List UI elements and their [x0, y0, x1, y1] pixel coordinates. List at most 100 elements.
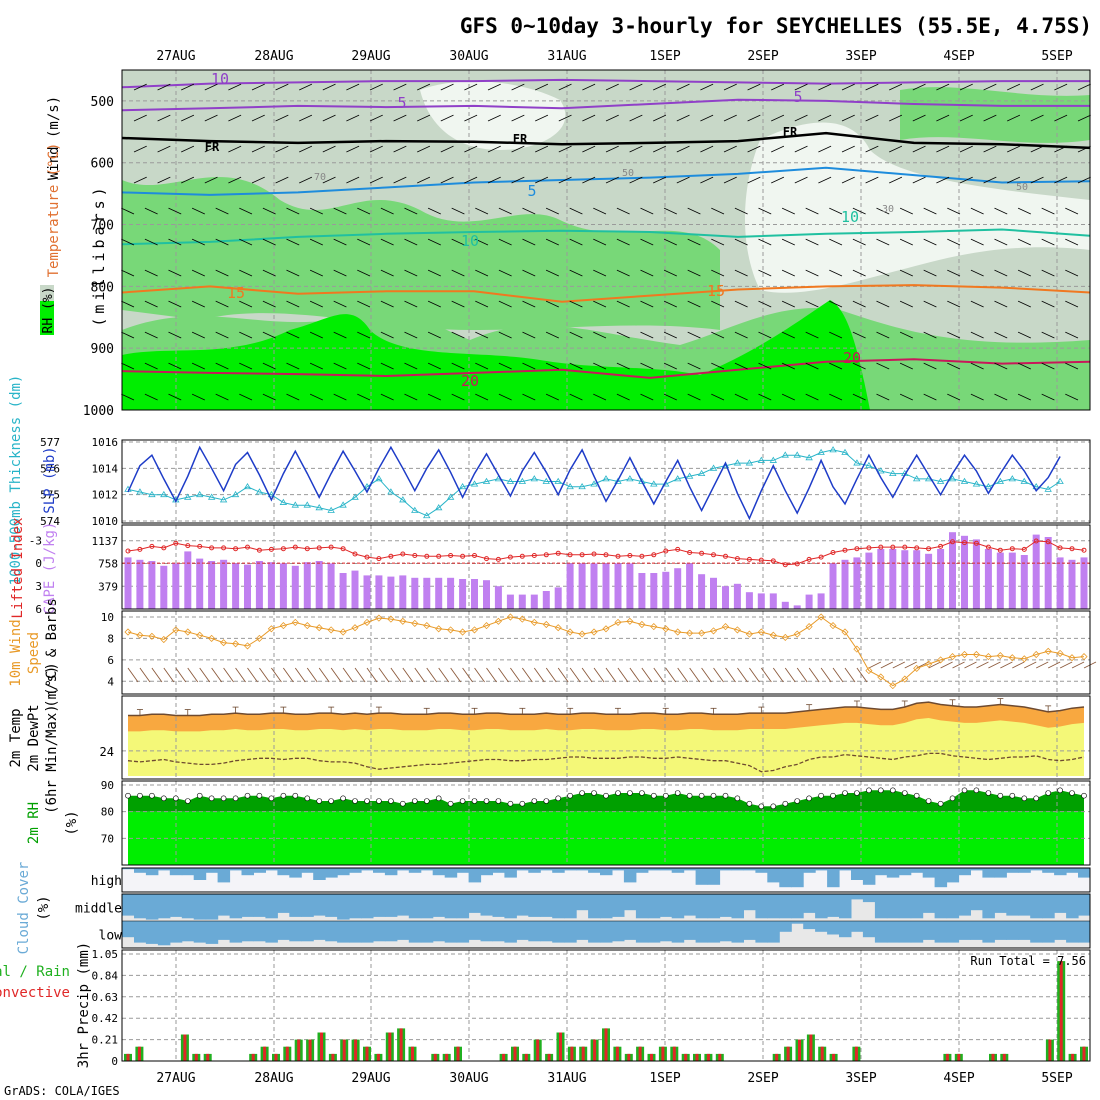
cloud-bar: [874, 921, 888, 943]
wind10-point: [494, 617, 502, 625]
wind10-point: [232, 640, 240, 648]
precip-conv-bar: [285, 1046, 289, 1061]
wind-barb: [711, 269, 725, 277]
cape-bar: [877, 549, 885, 609]
wind-barb: [144, 362, 158, 370]
rh2m-point: [292, 792, 299, 799]
wind-barb: [640, 331, 654, 339]
wind-barb: [899, 207, 913, 215]
wind-barb: [781, 362, 795, 370]
cloud-bar: [289, 894, 302, 917]
wind-barb: [593, 393, 607, 401]
rh2m-tick-label: 90: [101, 779, 114, 792]
wind-barb: [251, 145, 265, 153]
wind-barb: [357, 300, 371, 308]
li-point: [161, 545, 167, 551]
wind-barb: [653, 83, 667, 91]
wind-barb: [427, 269, 441, 277]
cloud-bar: [157, 894, 171, 919]
wind-barb: [121, 269, 135, 277]
wind10-point: [423, 622, 431, 630]
wind10-barb: [462, 667, 473, 683]
wind-barb: [228, 114, 242, 122]
wind-barb: [994, 207, 1008, 215]
rh2m-point: [734, 795, 741, 802]
wind10-point: [805, 623, 813, 631]
bottom-date-label: 5SEP: [1041, 1071, 1072, 1086]
thickness-point: [602, 475, 610, 482]
precip-panel: 0 0.21 0.42 0.63 0.84 1.05 Run Total = 7.56: [92, 948, 1091, 1068]
cloud-bar: [301, 868, 314, 873]
cloud-bar: [623, 921, 637, 940]
wind-barb: [829, 362, 843, 370]
wind10-point: [865, 667, 873, 675]
wind-barb: [286, 269, 300, 277]
cape-bar: [578, 563, 586, 609]
wind-barb: [629, 176, 643, 184]
p6-label-a: 2m RH: [26, 802, 42, 844]
cloud-bar: [791, 921, 804, 924]
wind-barb: [1041, 300, 1055, 308]
wind-barb: [959, 176, 973, 184]
wind-barb: [805, 207, 819, 215]
wind10-barb: [366, 667, 378, 683]
wind-barb: [1065, 300, 1079, 308]
cloud-bar: [516, 894, 529, 916]
wind-barb: [805, 269, 819, 277]
cloud-bar: [408, 894, 422, 919]
rh2m-panel: 70 80 90: [101, 779, 1091, 866]
wind-barb: [959, 145, 973, 153]
wind-barb: [818, 176, 832, 184]
wind-barb: [522, 300, 536, 308]
rh2m-point: [758, 803, 765, 810]
li-point: [579, 552, 585, 558]
wind-barb: [983, 176, 997, 184]
wind-barb: [275, 145, 289, 153]
wind-barb: [970, 331, 984, 339]
wind-barb: [899, 269, 913, 277]
cape-bar: [184, 551, 192, 609]
thickness-point: [184, 493, 192, 500]
p7-label-a: Cloud Cover: [16, 862, 32, 955]
wind-barb: [144, 238, 158, 246]
wind-barb: [333, 393, 347, 401]
wind-barb: [464, 145, 478, 153]
cloud-bar: [157, 921, 171, 946]
wind-barb: [215, 207, 229, 215]
wind-barb: [487, 114, 501, 122]
wind-barb: [404, 331, 418, 339]
rh2m-point: [866, 787, 872, 794]
freezing-level-label: FR: [205, 140, 220, 154]
wind-barb: [251, 114, 265, 122]
rh2m-point: [507, 800, 514, 807]
cloud-cover-panel: high middle low: [75, 867, 1091, 949]
wind-barb: [616, 393, 630, 401]
cloud-bar: [886, 894, 900, 919]
wind-barb: [994, 331, 1008, 339]
cloud-bar: [289, 921, 302, 942]
wind10-point: [614, 618, 622, 626]
cloud-bar: [361, 921, 374, 943]
wind-barb: [333, 269, 347, 277]
thickness-point: [506, 477, 515, 484]
wind10-barb: [641, 667, 653, 683]
precip-conv-bar: [559, 1032, 562, 1061]
cloud-bar: [301, 894, 314, 917]
rh2m-point: [937, 800, 944, 807]
bottom-date-label: 31AUG: [547, 1071, 586, 1086]
wind-barb: [711, 331, 725, 339]
li-point: [1069, 546, 1075, 552]
wind-barb: [711, 207, 725, 215]
wind10-barb: [175, 667, 187, 683]
wind10-point: [1032, 650, 1040, 659]
thickness-point: [518, 477, 527, 484]
wind-barb: [865, 114, 879, 122]
cloud-bar: [994, 921, 1007, 940]
p2-thickness-label: 1000-500mb Thickness (dm): [8, 375, 24, 586]
wind-barb: [734, 269, 748, 277]
thickness-point: [733, 459, 742, 466]
wind-barb: [994, 362, 1008, 370]
wind-barb: [794, 145, 808, 153]
wind-barb: [522, 393, 536, 401]
